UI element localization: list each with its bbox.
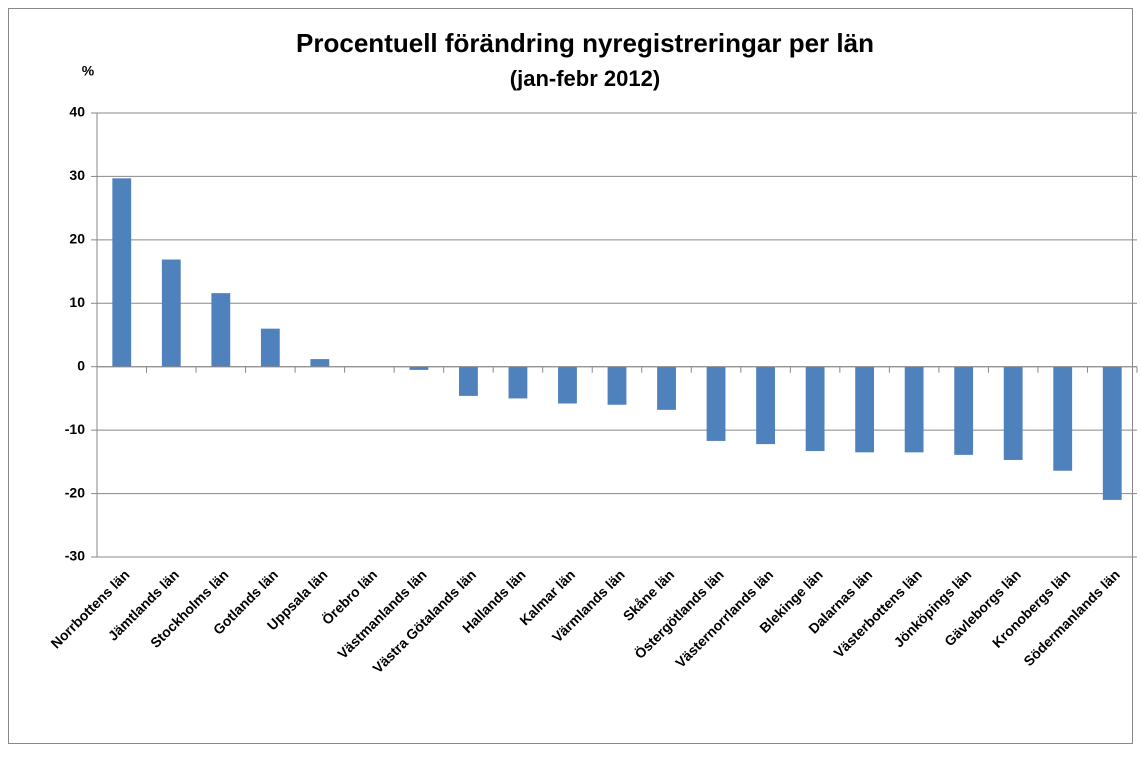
y-tick-label: -10 [65,421,85,437]
bar [607,366,627,405]
y-tick-label: 0 [77,357,85,373]
y-tick-label: -30 [65,548,85,564]
bar [459,366,478,396]
y-tick-label: 40 [69,104,85,120]
y-axis-label: % [82,63,95,79]
bar [706,366,726,441]
bar [112,178,132,367]
y-tick-label: 30 [69,167,85,183]
bar [855,366,875,453]
y-tick-label: 10 [69,294,85,310]
bar [904,366,924,453]
bar [657,366,676,410]
chart-title: Procentuell förändring nyregistreringar … [296,28,874,58]
bar [211,293,231,367]
bar [954,366,974,455]
bar [310,359,330,367]
bar [508,366,528,399]
bar [756,366,775,445]
bar [1053,366,1073,471]
y-tick-label: -20 [65,484,85,500]
bar [161,259,181,367]
bar [260,328,280,367]
chart-subtitle: (jan-febr 2012) [510,66,660,91]
bar [409,366,429,370]
bar [558,366,577,404]
bar [805,366,825,452]
bar [1003,366,1023,460]
bar [1102,366,1122,500]
y-tick-label: 20 [69,231,85,247]
